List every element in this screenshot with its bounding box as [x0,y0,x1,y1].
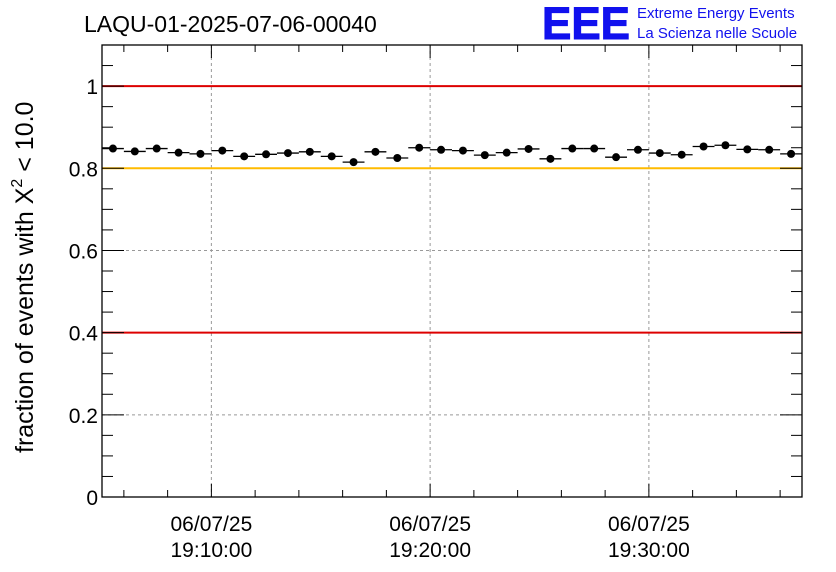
eee-logo: EEE Extreme Energy Events La Scienza nel… [542,0,798,50]
data-point [305,147,314,156]
logo-line-1: Extreme Energy Events [637,5,795,22]
data-point [415,143,424,152]
y-tick-label: 0.8 [69,158,98,181]
grid-lines [102,45,802,497]
data-point [262,150,271,159]
data-point [240,152,249,161]
data-point [568,144,577,153]
logo-letters: EEE [542,0,630,49]
y-tick-label: 0 [86,487,98,510]
data-point [108,144,117,153]
data-point [502,148,511,157]
chart-title: LAQU-01-2025-07-06-00040 [84,11,377,37]
data-point [349,158,358,167]
x-tick-label-date: 06/07/25 [608,513,690,536]
data-point [743,145,752,154]
y-tick-label: 0.6 [69,240,98,263]
data-point [765,145,774,154]
data-point [546,154,555,163]
data-point [524,144,533,153]
x-tick-label-time: 19:30:00 [608,539,690,562]
data-point [196,149,205,158]
plot-frame [101,44,803,498]
y-tick-label: 0.2 [69,405,98,428]
data-point [152,144,161,153]
x-tick-label-time: 19:10:00 [171,539,253,562]
data-point [458,146,467,155]
data-point [480,151,489,160]
data-point [787,149,796,158]
data-point [437,145,446,154]
data-point [371,147,380,156]
x-tick-label-time: 19:20:00 [389,539,471,562]
y-axis-label: fraction of events with X2 < 10.0 [9,102,39,453]
data-point [174,148,183,157]
data-point [633,145,642,154]
data-points [102,141,802,167]
data-point [590,144,599,153]
data-point [721,141,730,150]
data-point [612,153,621,162]
data-point [218,146,227,155]
data-point [699,142,708,151]
axis-ticks: 0 0.2 0.4 0.6 0.8 1 06/07/25 19:10:00 06/07/25 19… [69,44,802,562]
data-point [130,147,139,156]
data-point [393,154,402,162]
logo-line-2: La Scienza nelle Scuole [637,25,797,42]
y-tick-label: 1 [86,76,98,99]
data-point [677,150,686,159]
x-tick-label-date: 06/07/25 [389,513,471,536]
y-tick-label: 0.4 [69,323,99,346]
data-point [283,149,292,158]
x-tick-label-date: 06/07/25 [171,513,253,536]
data-point [327,152,336,161]
reference-lines [102,85,802,334]
data-point [655,149,664,158]
